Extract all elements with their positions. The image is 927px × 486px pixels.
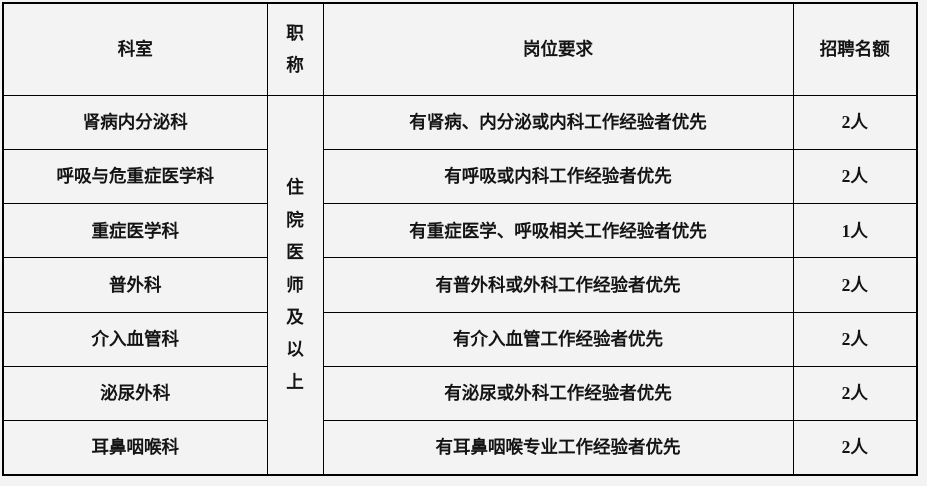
quota-cell: 2人 xyxy=(792,94,918,150)
quota-cell: 2人 xyxy=(792,311,918,367)
quota-cell: 1人 xyxy=(792,203,918,259)
header-department: 科室 xyxy=(2,2,268,96)
requirement-cell: 有肾病、内分泌或内科工作经验者优先 xyxy=(322,94,794,150)
requirement-cell: 有呼吸或内科工作经验者优先 xyxy=(322,148,794,205)
quota-cell: 2人 xyxy=(792,148,918,205)
table-body: 肾病内分泌科 住院医师及以上 有肾病、内分泌或内科工作经验者优先 2人 呼吸与危重症医学… xyxy=(2,94,918,476)
table-row: 肾病内分泌科 住院医师及以上 有肾病、内分泌或内科工作经验者优先 2人 xyxy=(2,94,918,476)
table-row: 耳鼻咽喉科 有耳鼻咽喉专业工作经验者优先 2人 xyxy=(2,420,918,476)
requirement-cell: 有耳鼻咽喉专业工作经验者优先 xyxy=(322,420,794,476)
table-row: 重症医学科 有重症医学、呼吸相关工作经验者优先 1人 xyxy=(2,203,918,259)
department-cell: 耳鼻咽喉科 xyxy=(2,420,268,476)
quota-cell: 2人 xyxy=(792,365,918,422)
department-cell: 重症医学科 xyxy=(2,203,268,259)
requirement-cell: 有泌尿或外科工作经验者优先 xyxy=(322,365,794,422)
table-row: 呼吸与危重症医学科 有呼吸或内科工作经验者优先 2人 xyxy=(2,148,918,205)
requirement-cell: 有重症医学、呼吸相关工作经验者优先 xyxy=(322,203,794,259)
department-cell: 介入血管科 xyxy=(2,311,268,367)
requirement-cell: 有普外科或外科工作经验者优先 xyxy=(322,257,794,313)
header-title-label: 职称 xyxy=(286,22,304,76)
table-row: 介入血管科 有介入血管工作经验者优先 2人 xyxy=(2,311,918,367)
requirement-cell: 有介入血管工作经验者优先 xyxy=(322,311,794,367)
merged-title-cell: 住院医师及以上 xyxy=(266,94,324,476)
quota-cell: 2人 xyxy=(792,257,918,313)
header-requirement: 岗位要求 xyxy=(322,2,794,96)
department-cell: 呼吸与危重症医学科 xyxy=(2,148,268,205)
header-title: 职称 xyxy=(266,2,324,96)
quota-cell: 2人 xyxy=(792,420,918,476)
department-cell: 肾病内分泌科 xyxy=(2,94,268,150)
merged-title-label: 住院医师及以上 xyxy=(286,177,304,392)
recruitment-table: 科室 职称 岗位要求 招聘名额 肾病内分泌科住院医师及以上 有肾病、内分泌或内科工… xyxy=(2,2,918,476)
header-quota: 招聘名额 xyxy=(792,2,918,96)
table-row: 普外科 有普外科或外科工作经验者优先 2人 xyxy=(2,257,918,313)
header-row: 科室 职称 岗位要求 招聘名额 xyxy=(2,2,918,96)
department-cell: 普外科 xyxy=(2,257,268,313)
department-cell: 泌尿外科 xyxy=(2,365,268,422)
table-row: 泌尿外科 有泌尿或外科工作经验者优先 2人 xyxy=(2,365,918,422)
table-header: 科室 职称 岗位要求 招聘名额 xyxy=(2,2,918,96)
